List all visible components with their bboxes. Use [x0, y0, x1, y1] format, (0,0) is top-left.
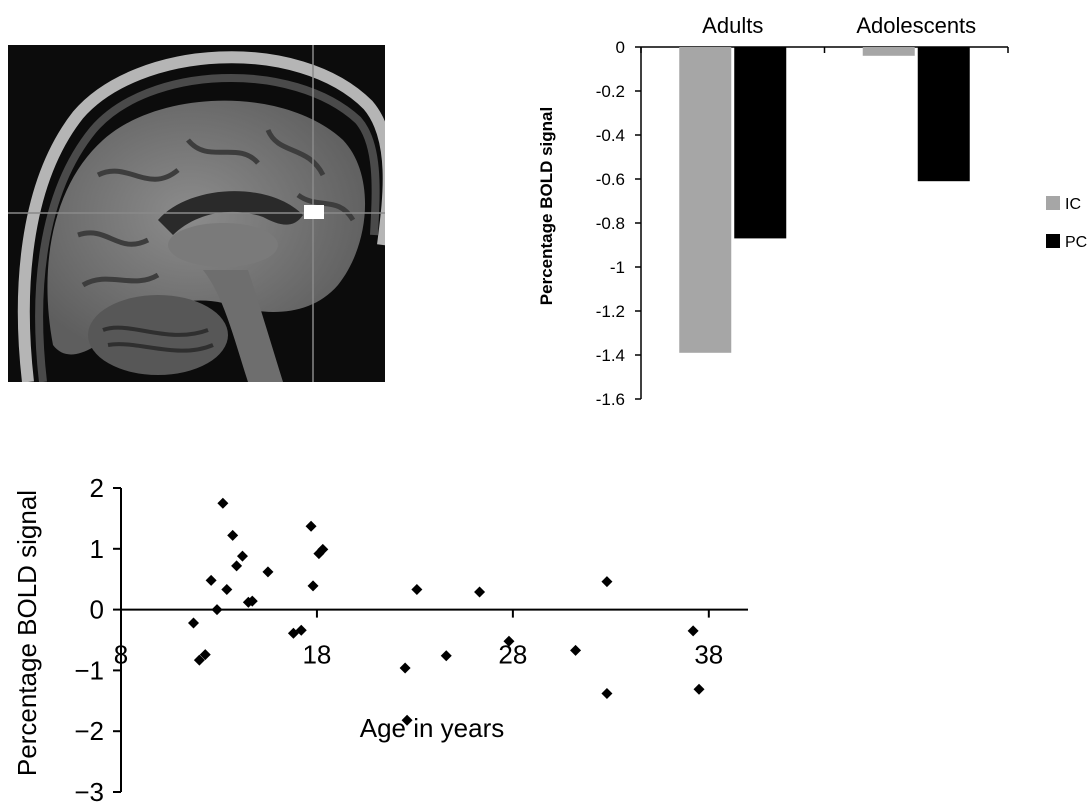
scatter-point — [474, 586, 486, 598]
bar-y-tick-label: -0.2 — [596, 82, 625, 101]
mri-brain-drawing — [8, 45, 385, 382]
scatter-point — [307, 580, 319, 592]
scatter-point — [503, 635, 515, 647]
scatter-y-tick-label: 0 — [90, 595, 104, 625]
bar-chart: 0-0.2-0.4-0.6-0.8-1-1.2-1.4-1.6 Adults Ad… — [537, 13, 1087, 409]
mri-sagittal-image — [8, 45, 385, 382]
activation-spot — [304, 205, 324, 219]
scatter-chart-x-axis-label: Age in years — [360, 713, 505, 743]
scatter-point — [305, 520, 317, 532]
bar-IC-Adolescents — [862, 47, 915, 56]
legend-label-IC: IC — [1065, 196, 1081, 213]
scatter-point — [399, 662, 411, 674]
bar-PC-Adolescents — [917, 47, 970, 182]
scatter-point — [411, 584, 423, 596]
scatter-point — [601, 688, 613, 700]
bar-y-tick-label: -0.4 — [596, 126, 625, 145]
bar-chart-categories: Adults Adolescents — [702, 13, 976, 38]
bar-y-tick-label: -1.2 — [596, 302, 625, 321]
scatter-point — [193, 654, 205, 666]
scatter-point — [211, 604, 223, 616]
scatter-point — [262, 566, 274, 578]
scatter-chart-axes — [120, 488, 748, 792]
legend-label-PC: PC — [1065, 234, 1087, 251]
bar-y-tick-label: -1.4 — [596, 346, 625, 365]
bar-chart-legend: IC PC — [1046, 196, 1087, 251]
scatter-point — [227, 529, 239, 541]
bar-chart-y-ticks: 0 -0.2 -0.4 -0.6 -0.8 -1 -1.2 -1.4 -1.6 — [596, 38, 641, 409]
scatter-y-tick-label: 1 — [90, 534, 104, 564]
scatter-point — [231, 560, 243, 572]
scatter-point — [693, 683, 705, 695]
scatter-chart-y-axis-label: Percentage BOLD signal — [12, 490, 42, 776]
scatter-point — [217, 497, 229, 509]
scatter-y-tick-label: −2 — [74, 716, 104, 746]
bar-chart-bars — [679, 47, 970, 353]
bar-y-tick-label: -0.8 — [596, 214, 625, 233]
scatter-point — [401, 714, 413, 726]
scatter-chart-points — [187, 497, 705, 726]
scatter-point — [221, 584, 233, 596]
scatter-x-tick-label: 8 — [114, 640, 128, 670]
bar-IC-Adults — [679, 47, 732, 353]
bar-category-label: Adolescents — [856, 13, 976, 38]
scatter-point — [205, 574, 217, 586]
scatter-x-tick-label: 18 — [302, 640, 331, 670]
scatter-point — [601, 576, 613, 588]
bar-y-tick-label: -0.6 — [596, 170, 625, 189]
bar-y-tick-label: 0 — [616, 38, 625, 57]
bar-PC-Adults — [734, 47, 787, 239]
scatter-x-tick-label: 38 — [694, 640, 723, 670]
legend-swatch-PC — [1046, 234, 1060, 248]
scatter-x-tick-label: 28 — [498, 640, 527, 670]
bar-chart-y-axis-label: Percentage BOLD signal — [537, 107, 556, 305]
scatter-y-tick-label: −3 — [74, 777, 104, 807]
scatter-y-tick-label: −1 — [74, 655, 104, 685]
scatter-point — [317, 543, 329, 555]
scatter-point — [570, 644, 582, 656]
scatter-point — [199, 649, 211, 661]
bar-y-tick-label: -1 — [610, 258, 625, 277]
scatter-y-tick-label: 2 — [90, 473, 104, 503]
legend-swatch-IC — [1046, 196, 1060, 210]
scatter-chart: 2 1 0 −1 −2 −3 8 18 28 38 Age in years Percentage… — [12, 473, 748, 807]
scatter-point — [440, 650, 452, 662]
scatter-point — [687, 625, 699, 637]
bar-y-tick-label: -1.6 — [596, 390, 625, 409]
scatter-chart-ticks: 2 1 0 −1 −2 −3 8 18 28 38 — [74, 473, 723, 807]
scatter-point — [236, 550, 248, 562]
scatter-point — [295, 624, 307, 636]
scatter-point — [187, 617, 199, 629]
bar-category-label: Adults — [702, 13, 763, 38]
scatter-point — [246, 595, 258, 607]
